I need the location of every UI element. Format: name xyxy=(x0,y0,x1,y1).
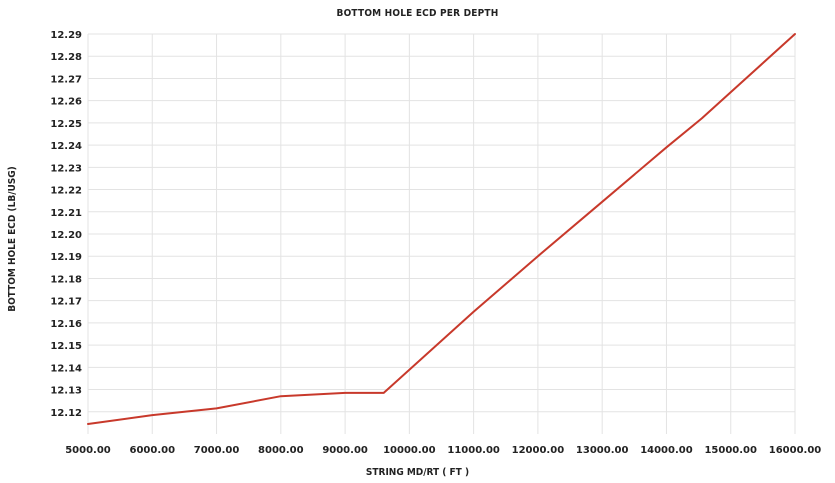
x-tick-label: 7000.00 xyxy=(194,445,240,456)
series-lines xyxy=(88,34,795,424)
x-tick-label: 12000.00 xyxy=(512,445,565,456)
x-tick-label: 5000.00 xyxy=(65,445,111,456)
gridlines xyxy=(88,34,795,434)
x-tick-label: 10000.00 xyxy=(383,445,436,456)
x-tick-labels: 5000.00 6000.00 7000.00 8000.00 9000.00 10000… xyxy=(65,445,821,456)
y-tick-label: 12.26 xyxy=(50,97,82,108)
y-tick-label: 12.14 xyxy=(50,363,82,374)
y-tick-label: 12.25 xyxy=(50,119,82,130)
y-tick-label: 12.17 xyxy=(50,297,82,308)
y-tick-label: 12.21 xyxy=(50,208,82,219)
y-tick-label: 12.29 xyxy=(50,30,82,41)
y-tick-label: 12.24 xyxy=(50,141,82,152)
x-tick-label: 13000.00 xyxy=(576,445,629,456)
x-tick-label: 8000.00 xyxy=(258,445,304,456)
x-tick-label: 14000.00 xyxy=(640,445,693,456)
y-tick-labels: 12.12 12.13 12.14 12.15 12.16 12.17 12.18 12.19… xyxy=(50,30,82,419)
y-tick-label: 12.28 xyxy=(50,52,82,63)
x-tick-label: 11000.00 xyxy=(447,445,500,456)
y-tick-label: 12.12 xyxy=(50,408,82,419)
x-tick-label: 15000.00 xyxy=(704,445,757,456)
x-tick-label: 9000.00 xyxy=(322,445,368,456)
y-tick-label: 12.18 xyxy=(50,274,82,285)
y-tick-label: 12.19 xyxy=(50,252,82,263)
y-tick-label: 12.15 xyxy=(50,341,82,352)
y-tick-label: 12.23 xyxy=(50,163,82,174)
x-tick-label: 16000.00 xyxy=(769,445,822,456)
x-tick-label: 6000.00 xyxy=(129,445,175,456)
y-tick-label: 12.22 xyxy=(50,186,82,197)
y-tick-label: 12.20 xyxy=(50,230,82,241)
y-tick-label: 12.13 xyxy=(50,386,82,397)
series-line xyxy=(88,34,795,424)
y-tick-label: 12.16 xyxy=(50,319,82,330)
y-tick-label: 12.27 xyxy=(50,74,82,85)
